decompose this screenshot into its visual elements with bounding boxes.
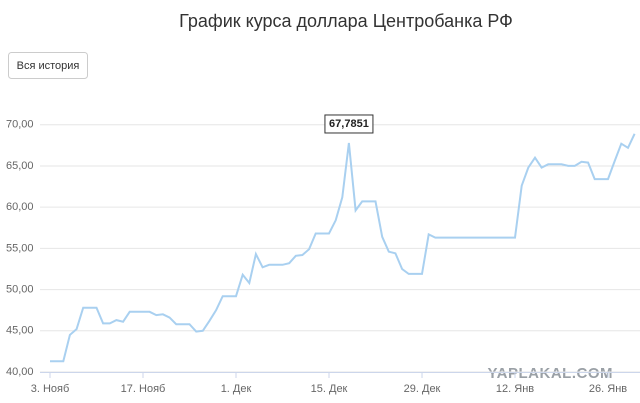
y-tick-label: 40,00 — [6, 366, 34, 378]
button-label[interactable]: Вся история — [17, 60, 80, 72]
x-tick-label: 3. Нояб — [31, 383, 70, 395]
y-tick-label: 50,00 — [6, 283, 34, 295]
x-tick-label: 15. Дек — [311, 383, 348, 395]
watermark: YAPLAKAL.COM — [488, 365, 613, 382]
history-button[interactable] — [8, 52, 88, 79]
x-tick-label: 29. Дек — [404, 383, 441, 395]
data-label: 67,7851 — [329, 118, 369, 130]
x-tick-label: 12. Янв — [496, 383, 534, 395]
x-tick-label: 26. Янв — [589, 383, 627, 395]
y-tick-label: 70,00 — [6, 119, 34, 131]
y-tick-label: 45,00 — [6, 325, 34, 337]
chart-title: График курса доллара Центробанка РФ — [179, 11, 513, 31]
y-tick-label: 65,00 — [6, 160, 34, 172]
line-series — [50, 133, 636, 363]
data-label-box — [324, 114, 374, 134]
y-tick-label: 60,00 — [6, 201, 34, 213]
x-tick-label: 17. Нояб — [121, 383, 166, 395]
x-tick-label: 1. Дек — [221, 383, 252, 395]
y-tick-label: 55,00 — [6, 242, 34, 254]
